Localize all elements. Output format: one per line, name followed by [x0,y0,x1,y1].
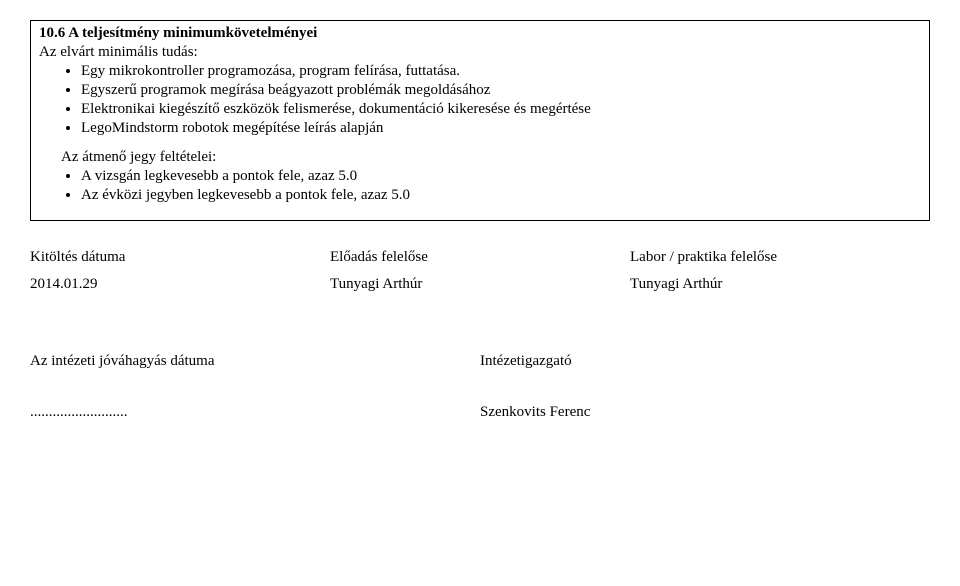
section-heading: A teljesítmény minimumkövetelményei [68,25,317,41]
list-item: LegoMindstorm robotok megépítése leírás … [81,120,921,137]
requirements-box: 10.6 A teljesítmény minimumkövetelményei… [30,20,930,221]
approval-header-row: Az intézeti jóváhagyás dátuma Intézetiga… [30,353,930,370]
values-row: 2014.01.29 Tunyagi Arthúr Tunyagi Arthúr [30,276,930,293]
requirements-list: Egy mikrokontroller programozása, progra… [39,63,921,137]
value-lecturer: Tunyagi Arthúr [330,276,630,293]
list-item: Egy mikrokontroller programozása, progra… [81,63,921,80]
signature-dots: .......................... [30,404,480,421]
section-number: 10.6 [39,25,65,41]
approval-values-row: .......................... Szenkovits Fe… [30,404,930,421]
approval-date-label: Az intézeti jóváhagyás dátuma [30,353,480,370]
conditions-intro: Az átmenő jegy feltételei: [61,149,921,166]
section-title: 10.6 A teljesítmény minimumkövetelményei [39,25,921,42]
list-item: Egyszerű programok megírása beágyazott p… [81,82,921,99]
requirements-intro: Az elvárt minimális tudás: [39,44,921,61]
list-item: Elektronikai kiegészítő eszközök felisme… [81,101,921,118]
director-name: Szenkovits Ferenc [480,404,930,421]
list-item: Az évközi jegyben legkevesebb a pontok f… [81,187,921,204]
value-fill-date: 2014.01.29 [30,276,330,293]
approval-director-label: Intézetigazgató [480,353,930,370]
header-lab-lead: Labor / praktika felelőse [630,249,930,266]
header-lecturer: Előadás felelőse [330,249,630,266]
conditions-list: A vizsgán legkevesebb a pontok fele, aza… [39,168,921,204]
value-lab-lead: Tunyagi Arthúr [630,276,930,293]
list-item: A vizsgán legkevesebb a pontok fele, aza… [81,168,921,185]
header-row: Kitöltés dátuma Előadás felelőse Labor /… [30,249,930,266]
header-fill-date: Kitöltés dátuma [30,249,330,266]
